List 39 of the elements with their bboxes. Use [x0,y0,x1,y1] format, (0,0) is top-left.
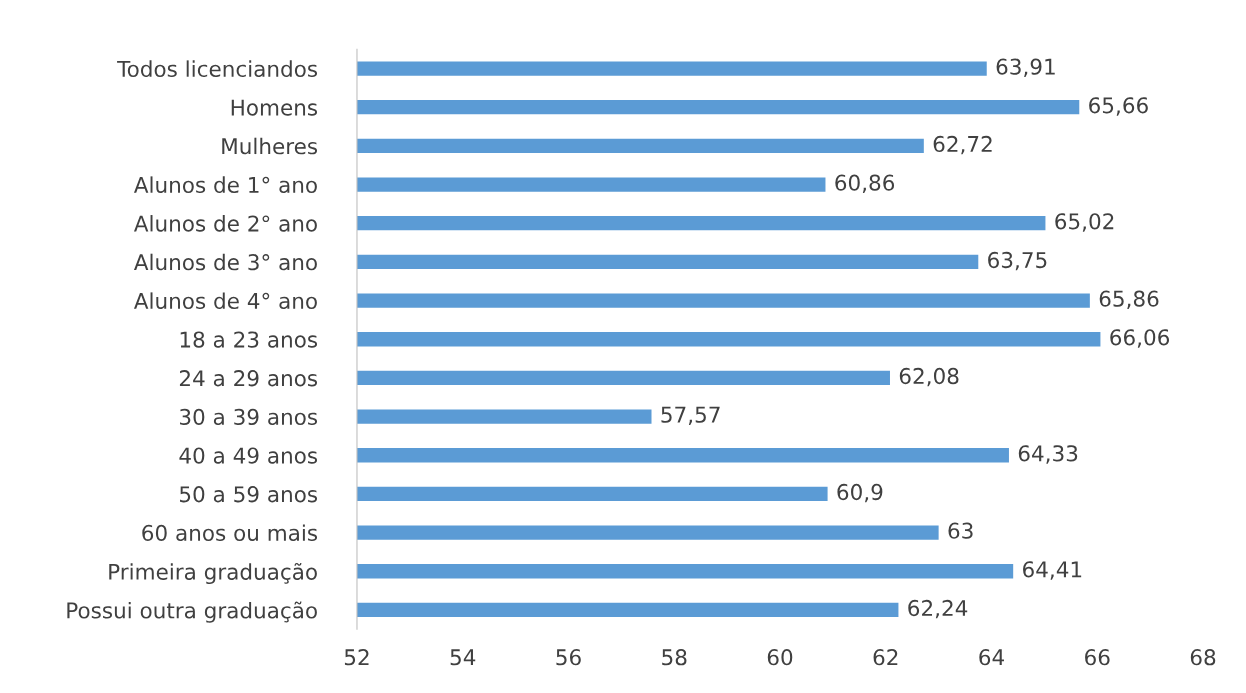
data-label: 65,66 [1089,97,1148,116]
y-tick-label: 24 a 29 anos [179,370,318,387]
y-tick-label: 40 a 49 anos [179,447,318,464]
data-label: 64,33 [1018,445,1078,464]
x-tick-label: 64 [979,649,1004,666]
data-label: 63 [948,522,973,539]
x-tick-label: 66 [1085,649,1110,666]
data-label: 63,91 [996,58,1055,77]
x-tick-label: 62 [873,649,898,666]
y-tick-label: Alunos de 3° ano [133,253,317,271]
data-label: 64,41 [1023,561,1082,580]
data-label: 60,86 [835,174,895,193]
y-tick-label: 30 a 39 anos [180,408,318,426]
y-tick-label: Todos licenciandos [117,60,318,78]
y-tick-label: 18 a 23 anos [180,331,318,348]
x-tick-label: 68 [1190,649,1216,666]
data-label: 57,57 [661,406,720,426]
x-tick-label: 52 [344,649,369,666]
y-tick-label: Alunos de 4° ano [133,292,317,310]
data-label: 60,9 [837,483,883,503]
y-tick-label: Alunos de 2° ano [133,215,317,232]
data-label: 63,75 [988,251,1047,271]
y-tick-label: Primeira graduação [109,562,317,585]
x-tick-label: 60 [767,649,793,666]
y-tick-label: 50 a 59 anos [180,486,318,503]
data-label: 65,02 [1055,213,1114,232]
x-tick-label: 58 [662,649,687,666]
y-tick-label: 60 anos ou mais [142,524,318,542]
data-label: 65,86 [1099,290,1159,309]
y-tick-label: Mulheres [222,137,318,155]
data-label: 62,08 [899,367,959,387]
data-label: 62,24 [908,599,968,619]
y-tick-label: Homens [231,99,318,116]
y-tick-label: Possui outra graduação [67,601,317,623]
y-tick-label: Alunos de 1° ano [133,176,317,194]
data-label: 62,72 [933,135,992,155]
x-tick-label: 56 [556,649,581,666]
x-tick-label: 54 [450,649,476,666]
data-label: 66,06 [1110,329,1170,348]
